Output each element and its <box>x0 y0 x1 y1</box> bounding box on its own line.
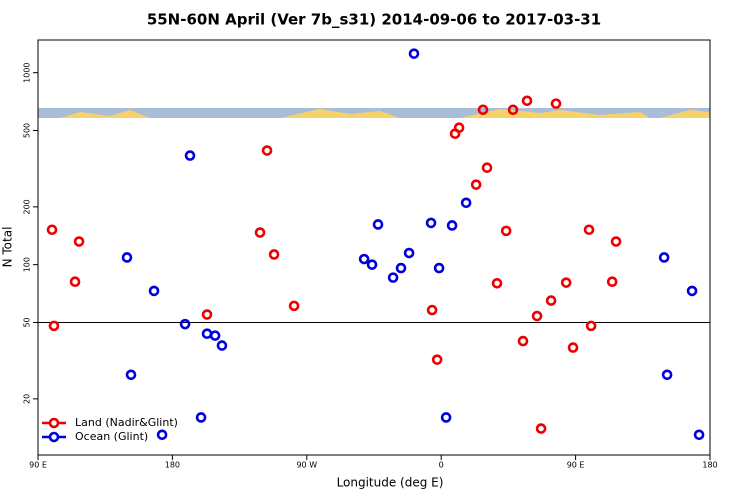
point <box>395 262 407 274</box>
point <box>156 429 168 441</box>
point <box>209 330 221 341</box>
point <box>693 429 705 441</box>
point <box>425 217 437 229</box>
point <box>268 249 280 260</box>
point <box>261 145 273 156</box>
point <box>387 272 399 283</box>
point <box>179 318 191 330</box>
x-axis-label: Longitude (deg E) <box>337 476 444 490</box>
point <box>606 276 618 288</box>
x-tick-label: 90 W <box>296 461 317 470</box>
point <box>658 252 670 263</box>
point <box>585 320 597 332</box>
point <box>500 225 512 237</box>
y-tick-label: 50 <box>23 317 32 327</box>
point <box>470 179 482 190</box>
point <box>567 342 579 353</box>
point <box>550 98 562 109</box>
point <box>661 369 673 381</box>
point <box>446 220 458 231</box>
point <box>358 253 370 265</box>
point <box>531 310 543 322</box>
point <box>195 412 207 423</box>
point <box>254 227 266 238</box>
x-tick-label: 180 <box>165 461 180 470</box>
point <box>201 309 213 320</box>
point <box>125 369 137 381</box>
point <box>583 224 595 236</box>
legend-label: Land (Nadir&Glint) <box>75 416 178 429</box>
point <box>440 412 452 423</box>
point <box>491 277 503 289</box>
y-tick-label: 20 <box>23 394 32 404</box>
point <box>560 277 572 288</box>
point <box>46 224 58 236</box>
point <box>507 104 519 116</box>
chart-title: 55N-60N April (Ver 7b_s31) 2014-09-06 to… <box>147 11 601 29</box>
legend-label: Ocean (Glint) <box>75 430 148 443</box>
point <box>517 335 529 347</box>
point <box>426 304 438 316</box>
plot-frame <box>37 39 711 456</box>
point <box>366 259 378 270</box>
point <box>433 262 445 274</box>
point <box>460 197 472 209</box>
point <box>453 122 465 133</box>
legend-marker <box>48 431 60 443</box>
point <box>216 340 228 351</box>
x-tick-label: 0 <box>439 461 444 470</box>
point <box>686 285 698 297</box>
map-strip <box>38 108 710 118</box>
point <box>184 150 196 161</box>
point <box>545 295 557 306</box>
point <box>408 48 420 59</box>
y-axis-label: N Total <box>1 227 15 268</box>
x-tick-label: 90 E <box>29 461 47 470</box>
point <box>521 95 533 107</box>
y-tick-label: 500 <box>23 123 32 138</box>
point <box>431 354 443 365</box>
x-tick-label: 180 <box>702 461 717 470</box>
y-tick-label: 1000 <box>23 63 32 83</box>
y-tick-label: 100 <box>23 257 32 272</box>
point <box>477 104 489 116</box>
point <box>121 252 133 263</box>
y-tick-label: 200 <box>23 199 32 214</box>
point <box>148 285 160 297</box>
point <box>535 423 547 434</box>
point <box>610 236 622 247</box>
x-tick-label: 90 E <box>567 461 585 470</box>
point <box>372 219 384 230</box>
legend-marker <box>48 417 60 429</box>
point <box>69 276 81 288</box>
point <box>481 162 493 173</box>
point <box>288 300 300 312</box>
point <box>73 236 85 247</box>
point <box>403 247 415 259</box>
point <box>48 320 60 332</box>
